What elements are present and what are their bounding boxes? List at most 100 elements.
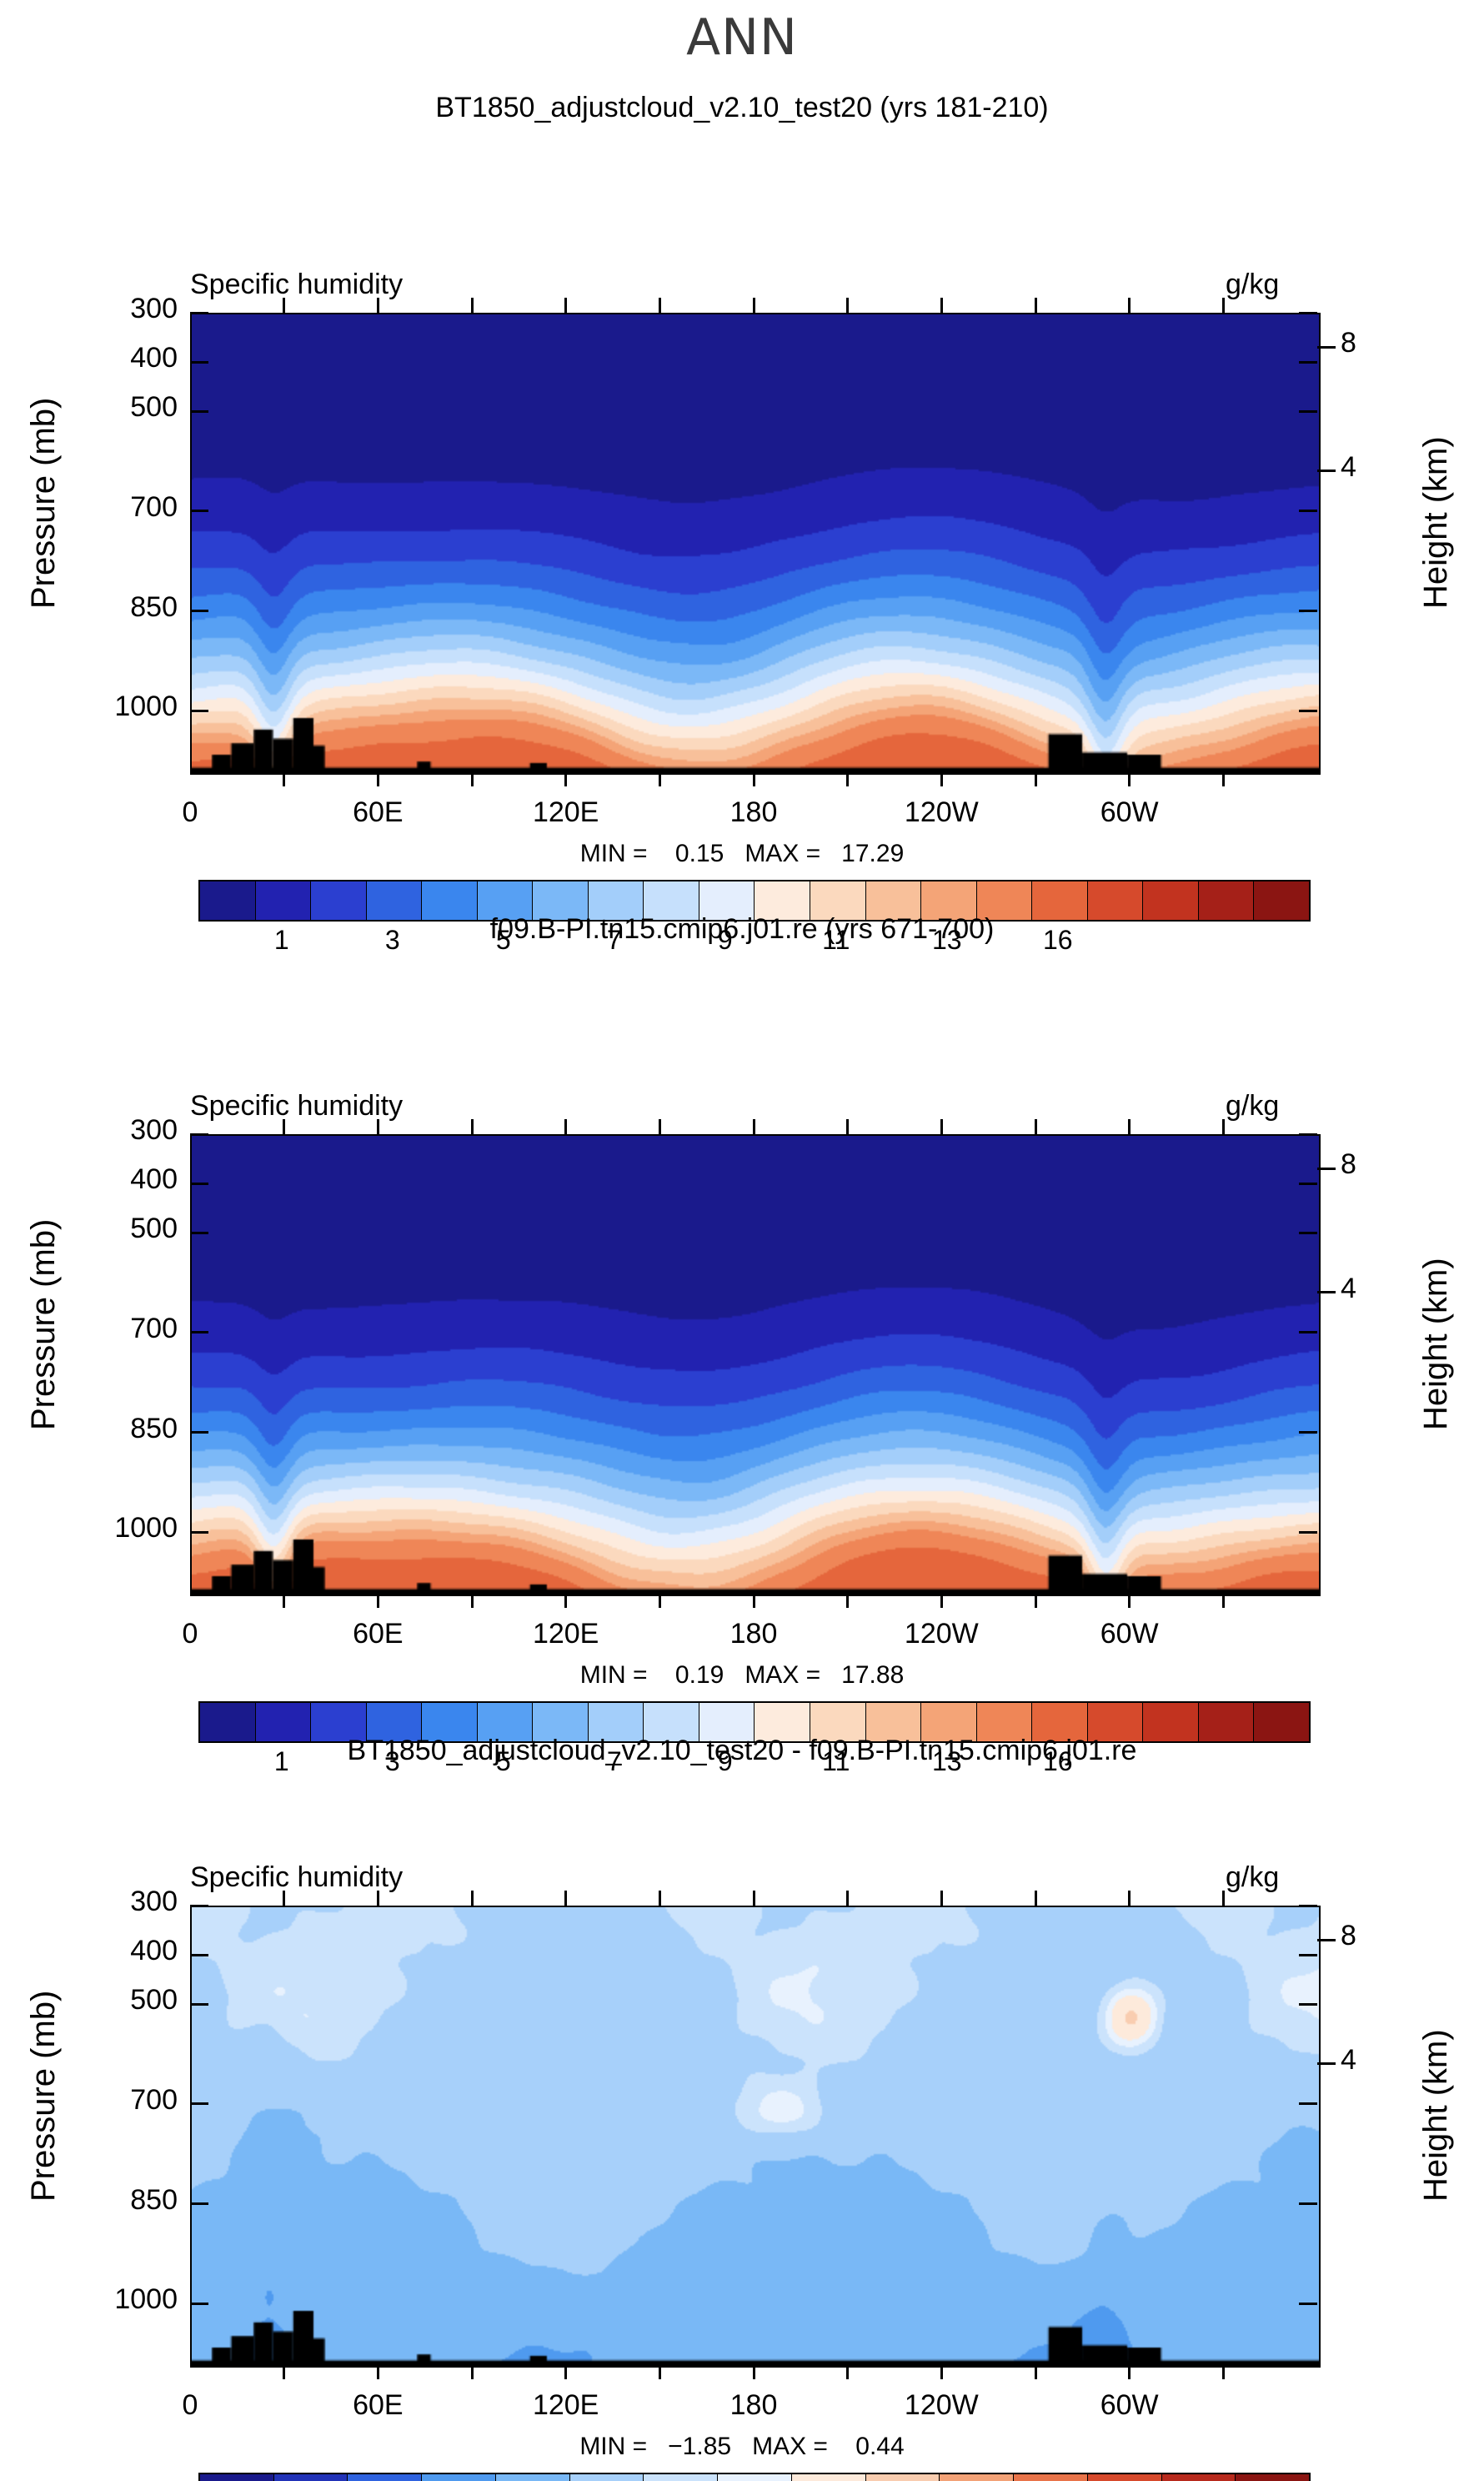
panel-2-xtickmark-top-210 [846, 1119, 850, 1134]
panel-1-xtick-120W: 120W [904, 796, 979, 828]
panel-1-ytickmark-500 [190, 409, 208, 413]
panel-1-xtickmark-270 [1034, 771, 1037, 786]
panel-2-ytickmark-500 [190, 1231, 208, 1234]
colorbar-tick-label: 3 [384, 1746, 400, 1776]
panel-3-xtickmark-top-30 [283, 1891, 286, 1906]
colorbar-tick-label: 3 [384, 925, 400, 955]
panel-2-height-tick-8: 8 [1341, 1148, 1356, 1181]
panel-2-ytick-500: 500 [130, 1213, 178, 1245]
panel-2-xtickmark-30 [283, 1593, 286, 1608]
colorbar-swatch [1236, 2474, 1310, 2481]
panel-1-xtickmark-330 [1221, 771, 1225, 786]
panel-3: BT1850_adjustcloud_v2.10_test20 - f09.B-… [0, 1735, 1484, 2481]
colorbar-swatch [477, 881, 534, 920]
colorbar-swatch [533, 881, 589, 920]
panel-3-ytick-700: 700 [130, 2083, 178, 2116]
panel-1-ytickmark-right-300 [1299, 311, 1317, 314]
panel-1-plot-area[interactable] [190, 313, 1321, 775]
colorbar-tick-label: 5 [495, 1746, 511, 1776]
panel-2-y-axis-label-right: Height (km) [1417, 1258, 1454, 1430]
colorbar-swatch [422, 881, 478, 920]
panel-1-ytick-500: 500 [130, 391, 178, 424]
panel-3-xtickmark-150 [658, 2364, 661, 2379]
panel-2-ytickmark-right-700 [1299, 1331, 1317, 1334]
panel-3-xtick-0: 0 [182, 2389, 198, 2421]
panel-1-colorbar[interactable] [198, 880, 1311, 922]
panel-2-ytick-700: 700 [130, 1312, 178, 1344]
colorbar-swatch [255, 881, 312, 920]
panel-1-xtickmark-30 [283, 771, 286, 786]
colorbar-tick-label: 1 [273, 1746, 289, 1776]
panel-3-ytick-400: 400 [130, 1935, 178, 1967]
panel-1-y-axis-label: Pressure (mb) [25, 397, 62, 609]
panel-3-ytickmark-300 [190, 1904, 208, 1907]
colorbar-tick-label: 7 [606, 925, 622, 955]
colorbar-tick-label: 5 [495, 925, 511, 955]
panel-3-ytickmark-700 [190, 2102, 208, 2106]
panel-1-xtickmark-top-300 [1128, 298, 1131, 313]
colorbar-swatch [569, 2474, 644, 2481]
panel-3-xtickmark-top-120 [564, 1891, 568, 1906]
panel-1-ytickmark-right-1000 [1299, 709, 1317, 712]
panel-2-ytickmark-400 [190, 1182, 208, 1185]
colorbar-swatch [422, 2474, 496, 2481]
colorbar-swatch [348, 2474, 423, 2481]
colorbar-swatch [644, 2474, 719, 2481]
panel-1-height-tickmark-4 [1317, 470, 1336, 473]
panel-2-ytickmark-right-1000 [1299, 1530, 1317, 1534]
panel-3-variable-label: Specific humidity [190, 1861, 404, 1893]
colorbar-tick-label: 1 [273, 925, 289, 955]
panel-1: BT1850_adjustcloud_v2.10_test20 (yrs 181… [0, 92, 1484, 955]
panel-2-xtickmark-top-60 [376, 1119, 379, 1134]
colorbar-tick-label: 13 [931, 1746, 962, 1776]
panel-2-ytick-850: 850 [130, 1412, 178, 1444]
panel-2-contour-field [192, 1136, 1319, 1595]
panel-3-plot-area[interactable] [190, 1906, 1321, 2368]
panel-3-xtick-60E: 60E [353, 2389, 404, 2421]
panel-1-xtickmark-top-270 [1034, 298, 1037, 313]
colorbar-tick-label: 11 [822, 925, 850, 955]
colorbar-swatch [495, 2474, 570, 2481]
colorbar-swatch [1014, 2474, 1088, 2481]
colorbar-swatch [422, 1703, 478, 1741]
panel-3-xtickmark-240 [940, 2364, 943, 2379]
panel-2-xtick-120W: 120W [904, 1618, 979, 1650]
panel-1-ytickmark-right-400 [1299, 360, 1317, 364]
colorbar-tick-label: 16 [1042, 1746, 1073, 1776]
panel-1-xtick-120E: 120E [532, 796, 599, 828]
panel-3-xtickmark-top-240 [940, 1891, 943, 1906]
panel-3-xtickmark-top-60 [376, 1891, 379, 1906]
panel-3-ytickmark-right-400 [1299, 1953, 1317, 1956]
panel-3-colorbar[interactable] [198, 2473, 1311, 2481]
panel-3-ytick-1000: 1000 [114, 2283, 178, 2316]
panel-2-ytick-300: 300 [130, 1114, 178, 1146]
panel-3-contour-field [192, 1907, 1319, 2366]
colorbar-swatch [366, 881, 423, 920]
panel-1-colorbar-labels: 1 3 5 7 9 11 13 16 [198, 925, 1307, 962]
panel-3-ytickmark-400 [190, 1953, 208, 1956]
panel-2-colorbar[interactable] [198, 1701, 1311, 1743]
panel-1-ytickmark-right-850 [1299, 610, 1317, 612]
panel-3-ytickmark-right-500 [1299, 2002, 1317, 2006]
panel-3-xtickmark-top-90 [470, 1891, 474, 1906]
panel-2-plot-area[interactable] [190, 1134, 1321, 1596]
panel-1-xtickmark-top-90 [470, 298, 474, 313]
panel-2-ytickmark-700 [190, 1331, 208, 1334]
panel-1-xtickmark-top-30 [283, 298, 286, 313]
panel-1-xtickmark-top-240 [940, 298, 943, 313]
panel-2-ytickmark-850 [190, 1431, 208, 1434]
panel-1-xtickmark-180 [752, 771, 755, 786]
panel-1-ytick-850: 850 [130, 590, 178, 623]
panel-3-xtickmark-210 [846, 2364, 850, 2379]
panel-3-ytick-850: 850 [130, 2183, 178, 2216]
panel-3-y-axis-label: Pressure (mb) [25, 1990, 62, 2202]
panel-1-ytick-300: 300 [130, 293, 178, 324]
panel-1-xtickmark-top-180 [752, 298, 755, 313]
panel-1-ytickmark-right-500 [1299, 409, 1317, 413]
panel-1-xtickmark-300 [1128, 771, 1131, 786]
panel-1-ytickmark-300 [190, 311, 208, 314]
colorbar-swatch [1254, 881, 1309, 920]
panel-3-xtickmark-120 [564, 2364, 568, 2379]
colorbar-swatch [810, 1703, 866, 1741]
panel-2-xtickmark-top-180 [752, 1119, 755, 1134]
